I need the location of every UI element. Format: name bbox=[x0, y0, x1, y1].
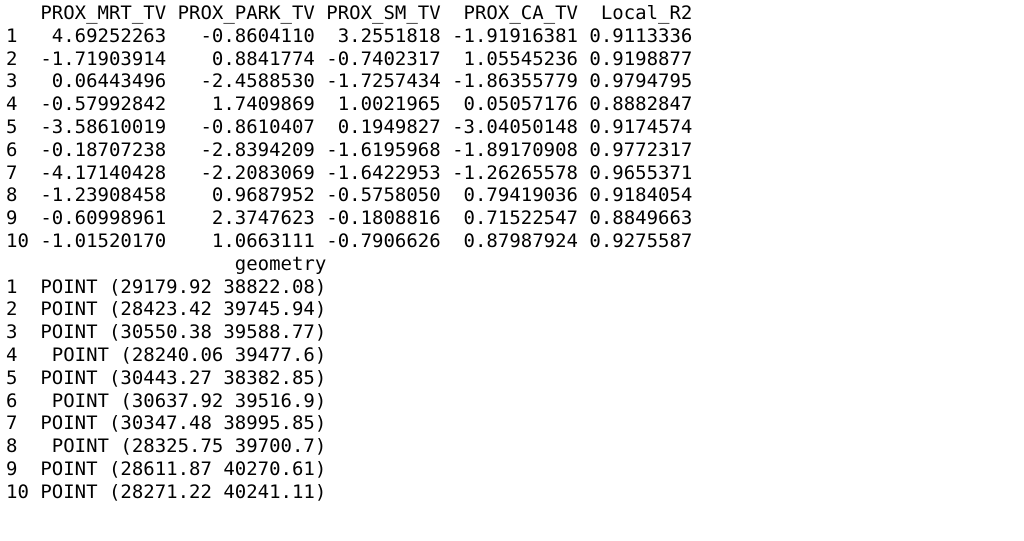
table-row: 4 -0.57992842 1.7409869 1.0021965 0.0505… bbox=[6, 93, 693, 116]
table-row: 10 -1.01520170 1.0663111 -0.7906626 0.87… bbox=[6, 229, 693, 252]
table-row: 1 4.69252263 -0.8604110 3.2551818 -1.919… bbox=[6, 24, 693, 47]
table-row: 7 -4.17140428 -2.2083069 -1.6422953 -1.2… bbox=[6, 161, 693, 184]
table-row: 7 POINT (30347.48 38995.85) bbox=[6, 412, 327, 435]
table-row: 2 POINT (28423.42 39745.94) bbox=[6, 298, 327, 321]
table-row: 4 POINT (28240.06 39477.6) bbox=[6, 343, 327, 366]
geometry-header-row: geometry bbox=[6, 252, 327, 275]
table-row: 9 POINT (28611.87 40270.61) bbox=[6, 457, 327, 480]
table-row: 10 POINT (28271.22 40241.11) bbox=[6, 480, 327, 503]
table-row: 8 POINT (28325.75 39700.7) bbox=[6, 435, 327, 458]
table-row: 2 -1.71903914 0.8841774 -0.7402317 1.055… bbox=[6, 47, 693, 70]
table-row: 5 POINT (30443.27 38382.85) bbox=[6, 366, 327, 389]
table-row: 9 -0.60998961 2.3747623 -0.1808816 0.715… bbox=[6, 207, 693, 230]
r-console-output: PROX_MRT_TV PROX_PARK_TV PROX_SM_TV PROX… bbox=[6, 2, 692, 504]
table-row: 6 POINT (30637.92 39516.9) bbox=[6, 389, 327, 412]
attributes-header-row: PROX_MRT_TV PROX_PARK_TV PROX_SM_TV PROX… bbox=[6, 2, 693, 24]
table-row: 6 -0.18707238 -2.8394209 -1.6195968 -1.8… bbox=[6, 138, 693, 161]
table-row: 1 POINT (29179.92 38822.08) bbox=[6, 275, 327, 298]
table-row: 5 -3.58610019 -0.8610407 0.1949827 -3.04… bbox=[6, 115, 693, 138]
table-row: 3 0.06443496 -2.4588530 -1.7257434 -1.86… bbox=[6, 70, 693, 93]
table-row: 3 POINT (30550.38 39588.77) bbox=[6, 321, 327, 344]
table-row: 8 -1.23908458 0.9687952 -0.5758050 0.794… bbox=[6, 184, 693, 207]
